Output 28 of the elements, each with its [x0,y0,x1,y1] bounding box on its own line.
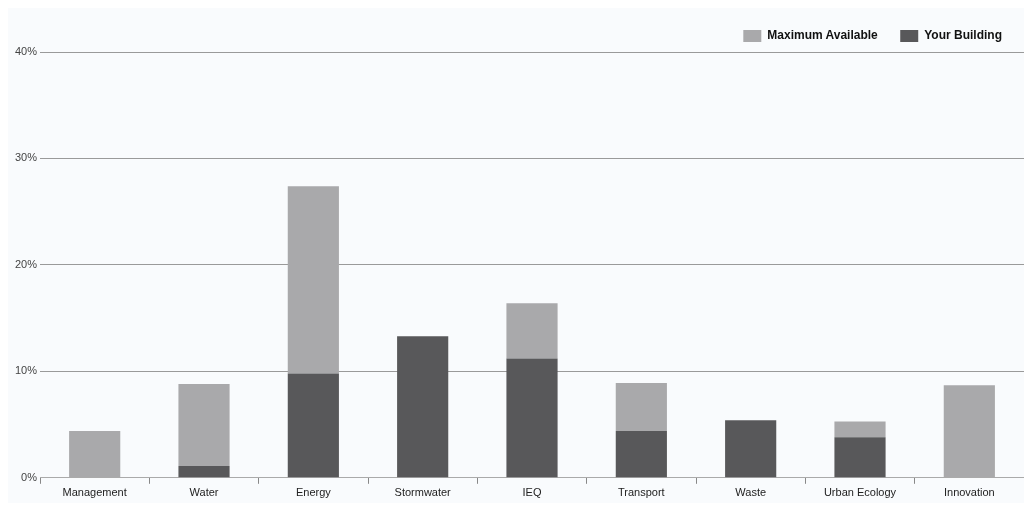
x-tick-label: Innovation [943,486,995,499]
bar [725,420,777,478]
bar [615,383,667,431]
x-tick-label: Transport [618,486,665,499]
bar [506,303,558,359]
y-tick-label: 0% [21,470,38,483]
legend-label: Your Building [924,28,1002,43]
bar [178,466,230,478]
x-tick-label: IEQ [522,486,542,499]
bar [287,186,339,374]
bar [834,437,886,478]
x-tick-label: Waste [735,486,767,499]
y-tick-label: 40% [14,45,38,58]
bar [834,421,886,438]
x-tick-label: Urban Ecology [823,486,897,499]
x-tick-label: Water [189,486,219,499]
x-tick-label: Energy [295,486,332,499]
y-tick-label: 10% [14,364,38,377]
bar [287,373,339,478]
x-tick-label: Stormwater [394,486,452,499]
bar [397,336,449,478]
bar [615,430,667,478]
y-tick-label: 30% [14,151,38,164]
legend-label: Maximum Available [767,28,879,43]
x-tick-label: Management [62,486,127,499]
bar [506,358,558,478]
bar [178,384,230,467]
y-tick-label: 20% [14,257,38,270]
